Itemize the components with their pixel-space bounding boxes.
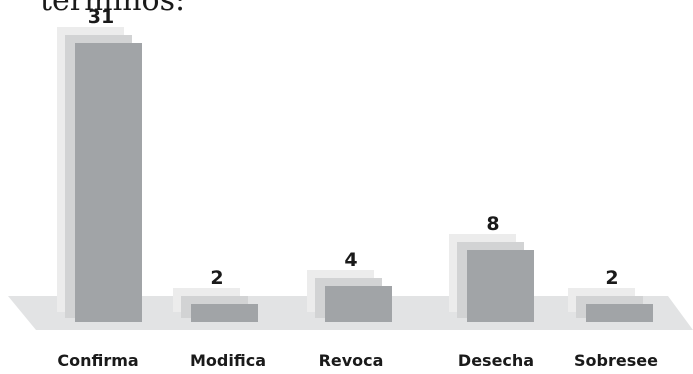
value-label-4: 2: [605, 267, 618, 289]
value-label-2: 4: [344, 249, 357, 271]
value-label-0: 31: [88, 6, 114, 28]
bar-4: [586, 304, 653, 322]
category-label-2: Revoca: [319, 351, 384, 370]
value-labels-group: 31 2 4 8 2: [88, 6, 619, 289]
bar-3: [467, 250, 534, 322]
value-label-3: 8: [486, 213, 499, 235]
bar-2: [325, 286, 392, 322]
category-label-3: Desecha: [458, 351, 534, 370]
category-label-0: Confirma: [57, 351, 138, 370]
value-label-1: 2: [210, 267, 223, 289]
bar-1: [191, 304, 258, 322]
category-labels-group: Confirma Modifica Revoca Desecha Sobresee: [57, 351, 658, 370]
bar-0: [75, 43, 142, 322]
category-label-1: Modifica: [190, 351, 266, 370]
top-cut-text: términos:: [40, 0, 185, 18]
bars-group: [57, 27, 653, 322]
category-label-4: Sobresee: [574, 351, 658, 370]
